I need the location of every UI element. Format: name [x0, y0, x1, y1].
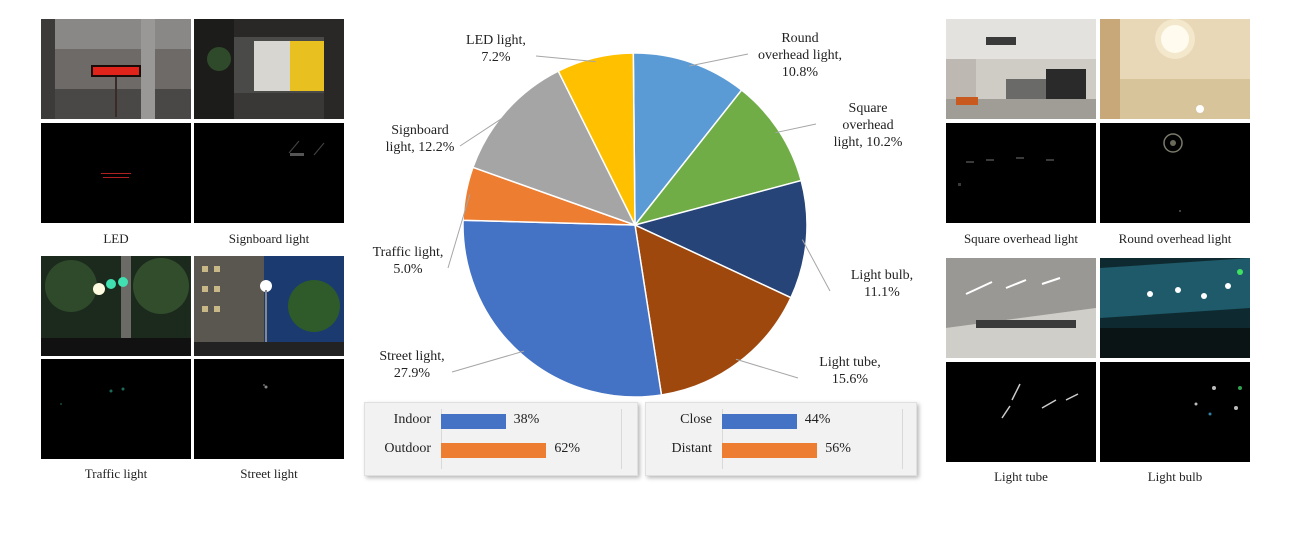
bar-category-indoor: Indoor	[393, 412, 431, 427]
bar-distant	[722, 443, 818, 458]
bar-axis-line	[722, 409, 723, 469]
leader-line-light-bulb	[801, 239, 831, 292]
pie-slice-street-light	[462, 219, 663, 398]
slice-label-light-bulb: Light bulb, 11.1%	[850, 268, 914, 300]
signboard-lobby-photo	[194, 19, 344, 119]
close-distant-bar-chart: Close 44% Distant 56%	[645, 402, 917, 476]
caption-street-light: Street light	[240, 466, 298, 481]
caption-light-bulb: Light bulb	[1147, 469, 1203, 484]
street-light-event-frame	[194, 359, 344, 459]
caption-signboard-light: Signboard light	[228, 231, 310, 246]
pie-slice-light-tube	[634, 223, 792, 396]
leader-line-signboard-light	[459, 113, 510, 147]
caption-square-overhead-light: Square overhead light	[963, 231, 1079, 246]
slice-label-street-light: Street light, 27.9%	[379, 349, 445, 381]
leader-line-traffic-light	[447, 193, 471, 269]
pie-slice-light-bulb	[632, 179, 808, 299]
pie-chart: Round overhead light, 10.8% Square overhead l…	[340, 0, 960, 400]
square-light-event-frame	[946, 123, 1096, 223]
caption-round-overhead-light: Round overhead light	[1118, 231, 1232, 246]
bar-category-close: Close	[680, 412, 712, 427]
round-light-event-frame	[1100, 123, 1250, 223]
street-light-photo	[194, 256, 344, 356]
bar-outdoor	[441, 443, 547, 458]
slice-label-round-overhead-light: Round overhead light, 10.8%	[758, 31, 842, 80]
led-sign-photo	[41, 19, 191, 119]
bar-close	[722, 414, 797, 429]
slice-label-signboard-light: Signboard light, 12.2%	[385, 123, 455, 155]
slice-label-led-light: LED light, 7.2%	[466, 33, 526, 65]
light-bulb-event-frame	[1100, 362, 1250, 462]
bar-value-label-outdoor: 62%	[554, 441, 581, 456]
bar-axis-line	[441, 409, 442, 469]
bar-category-outdoor: Outdoor	[384, 441, 431, 456]
umbrella-light-bulbs-photo	[1100, 258, 1250, 358]
bar-indoor	[441, 414, 506, 429]
led-sign-event-frame	[41, 123, 191, 223]
pie-chart-svg	[447, 52, 831, 398]
round-ceiling-light-photo	[1100, 19, 1250, 119]
leader-line-led-light	[535, 55, 596, 63]
light-tube-event-frame	[946, 362, 1096, 462]
bar-value-label-close: 44%	[804, 412, 831, 427]
slice-label-traffic-light: Traffic light, 5.0%	[372, 245, 444, 277]
leader-line-light-tube	[735, 358, 799, 379]
slice-label-light-tube: Light tube, 15.6%	[819, 355, 881, 387]
caption-led: LED	[103, 231, 129, 246]
caption-traffic-light: Traffic light	[84, 466, 148, 481]
bar-grid-line	[902, 409, 903, 469]
bar-grid-line	[621, 409, 622, 469]
traffic-light-event-frame	[41, 359, 191, 459]
bar-value-label-indoor: 38%	[513, 412, 540, 427]
leader-line-round-overhead-light	[689, 53, 749, 67]
bar-category-distant: Distant	[671, 441, 712, 456]
pie-slice-round-overhead-light	[632, 52, 743, 228]
slice-label-square-overhead-light: Square overhead light, 10.2%	[833, 101, 903, 150]
office-ceiling-photo	[946, 19, 1096, 119]
signboard-event-frame	[194, 123, 344, 223]
traffic-light-photo	[41, 256, 191, 356]
pie-slice-signboard-light	[471, 70, 637, 227]
pie-slice-led-light	[557, 52, 636, 226]
leader-line-street-light	[451, 350, 525, 373]
caption-light-tube: Light tube	[994, 469, 1048, 484]
indoor-outdoor-bar-chart: Indoor 38% Outdoor 62%	[364, 402, 638, 476]
leader-line-square-overhead-light	[775, 123, 817, 134]
bar-value-label-distant: 56%	[825, 441, 851, 456]
tunnel-light-tube-photo	[946, 258, 1096, 358]
